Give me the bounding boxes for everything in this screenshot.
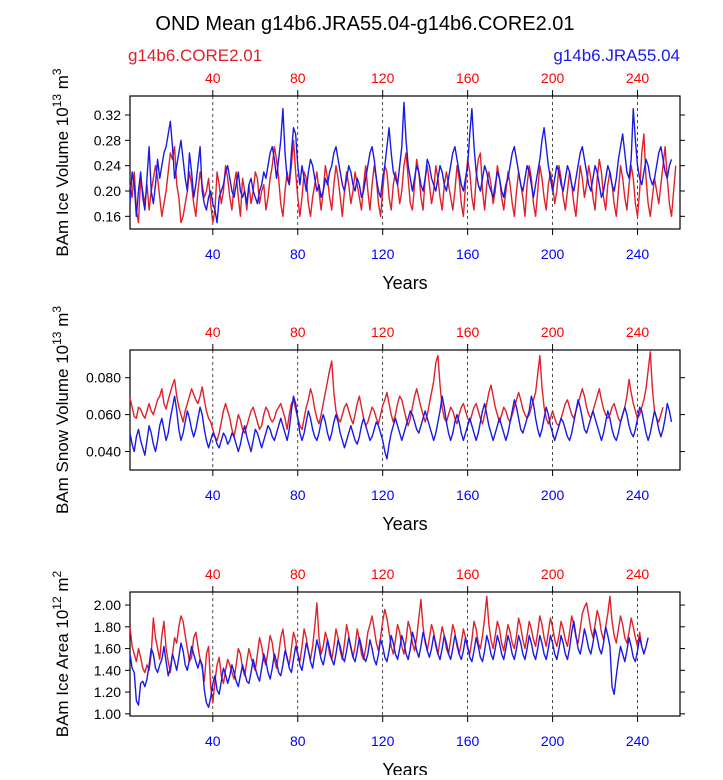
y-axis-label-unit-exponent: 2 bbox=[50, 570, 64, 577]
x-tick-label-top: 200 bbox=[541, 324, 565, 340]
x-tick-label-bottom: 200 bbox=[541, 246, 565, 262]
x-tick-label-bottom: 40 bbox=[205, 487, 221, 503]
x-tick-label-top: 40 bbox=[205, 324, 221, 340]
y-tick-label: 0.040 bbox=[86, 444, 121, 460]
x-tick-label-top: 80 bbox=[290, 324, 306, 340]
legend-core: g14b6.CORE2.01 bbox=[128, 46, 262, 65]
y-tick-label: 0.16 bbox=[94, 208, 121, 224]
y-tick-label: 1.00 bbox=[94, 706, 121, 722]
x-tick-label-bottom: 80 bbox=[290, 246, 306, 262]
y-axis-label: BAm Ice Area 1012 m2 bbox=[50, 570, 72, 737]
x-tick-label-top: 240 bbox=[626, 324, 650, 340]
figure-title: OND Mean g14b6.JRA55.04-g14b6.CORE2.01 bbox=[155, 13, 574, 35]
x-tick-label-top: 120 bbox=[371, 70, 395, 86]
y-tick-label: 1.60 bbox=[94, 641, 121, 657]
y-axis-label-exponent: 13 bbox=[50, 331, 64, 345]
x-tick-label-bottom: 160 bbox=[456, 246, 480, 262]
series-core-line bbox=[129, 133, 677, 224]
x-tick-label-bottom: 80 bbox=[290, 487, 306, 503]
series-jra-line bbox=[129, 395, 673, 460]
x-axis-label: Years bbox=[382, 760, 427, 775]
y-axis-label-exponent: 12 bbox=[50, 596, 64, 610]
x-tick-label-top: 240 bbox=[626, 70, 650, 86]
y-tick-label: 0.28 bbox=[94, 132, 121, 148]
y-axis-label-unit: m bbox=[53, 577, 72, 596]
x-tick-label-bottom: 40 bbox=[205, 733, 221, 749]
x-tick-label-top: 40 bbox=[205, 70, 221, 86]
plot-frame bbox=[129, 95, 681, 230]
series-core-line bbox=[129, 351, 664, 442]
x-tick-label-top: 160 bbox=[456, 566, 480, 582]
y-tick-label: 2.00 bbox=[94, 597, 121, 613]
x-tick-label-bottom: 200 bbox=[541, 487, 565, 503]
y-axis-label-unit: m bbox=[53, 75, 72, 94]
x-tick-label-bottom: 80 bbox=[290, 733, 306, 749]
x-tick-label-bottom: 160 bbox=[456, 733, 480, 749]
legend-jra: g14b6.JRA55.04 bbox=[553, 46, 680, 65]
y-axis-label: BAm Ice Volume 1013 m3 bbox=[50, 68, 72, 257]
y-axis-label-exponent: 13 bbox=[50, 94, 64, 108]
x-tick-label-bottom: 120 bbox=[371, 733, 395, 749]
y-axis-label-unit-exponent: 3 bbox=[50, 306, 64, 313]
y-tick-label: 1.80 bbox=[94, 619, 121, 635]
x-tick-label-bottom: 240 bbox=[626, 487, 650, 503]
x-tick-label-top: 120 bbox=[371, 324, 395, 340]
x-axis-label: Years bbox=[382, 514, 427, 534]
x-tick-label-top: 240 bbox=[626, 566, 650, 582]
x-tick-label-top: 200 bbox=[541, 70, 565, 86]
x-tick-label-top: 160 bbox=[456, 70, 480, 86]
y-axis-label-text: BAm Ice Volume 10 bbox=[53, 107, 72, 256]
chart-panel-2: 0.040 0.060 0.080 40 80 120 160 200 240 40 80 120 16… bbox=[50, 306, 685, 534]
y-axis-label-text: BAm Ice Area 10 bbox=[53, 610, 72, 738]
y-tick-label: 1.20 bbox=[94, 684, 121, 700]
x-tick-label-bottom: 120 bbox=[371, 246, 395, 262]
y-tick-label: 0.24 bbox=[94, 158, 121, 174]
y-axis-label-text: BAm Snow Volume 10 bbox=[53, 345, 72, 514]
x-tick-label-top: 160 bbox=[456, 324, 480, 340]
x-tick-label-top: 40 bbox=[205, 566, 221, 582]
x-tick-label-top: 200 bbox=[541, 566, 565, 582]
y-axis-label-unit: m bbox=[53, 313, 72, 332]
x-tick-label-bottom: 240 bbox=[626, 246, 650, 262]
x-tick-label-bottom: 200 bbox=[541, 733, 565, 749]
chart-panel-1: 0.16 0.20 0.24 0.28 0.32 40 80 120 160 200 240 40 80… bbox=[50, 68, 685, 293]
x-axis-label: Years bbox=[382, 273, 427, 293]
x-tick-label-bottom: 160 bbox=[456, 487, 480, 503]
y-tick-label: 0.060 bbox=[86, 407, 121, 423]
x-tick-label-bottom: 240 bbox=[626, 733, 650, 749]
x-tick-label-top: 80 bbox=[290, 566, 306, 582]
x-tick-label-top: 80 bbox=[290, 70, 306, 86]
x-tick-label-top: 120 bbox=[371, 566, 395, 582]
y-tick-label: 0.080 bbox=[86, 370, 121, 386]
x-tick-label-bottom: 40 bbox=[205, 246, 221, 262]
series-jra-line bbox=[129, 101, 673, 224]
y-tick-label: 0.20 bbox=[94, 183, 121, 199]
plot-frame bbox=[129, 349, 681, 471]
y-tick-label: 1.40 bbox=[94, 662, 121, 678]
y-tick-label: 0.32 bbox=[94, 107, 121, 123]
series-jra-line bbox=[129, 620, 649, 708]
y-axis-label: BAm Snow Volume 1013 m3 bbox=[50, 306, 72, 514]
x-tick-label-bottom: 120 bbox=[371, 487, 395, 503]
y-axis-label-unit-exponent: 3 bbox=[50, 68, 64, 75]
